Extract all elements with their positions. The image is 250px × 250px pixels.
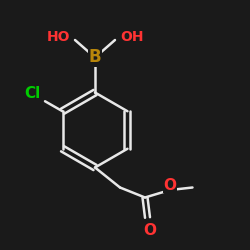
Text: Cl: Cl [24, 86, 41, 101]
Text: HO: HO [46, 30, 70, 44]
Text: O: O [164, 178, 176, 192]
Text: O: O [144, 222, 156, 238]
Text: B: B [89, 48, 101, 66]
Text: OH: OH [120, 30, 144, 44]
